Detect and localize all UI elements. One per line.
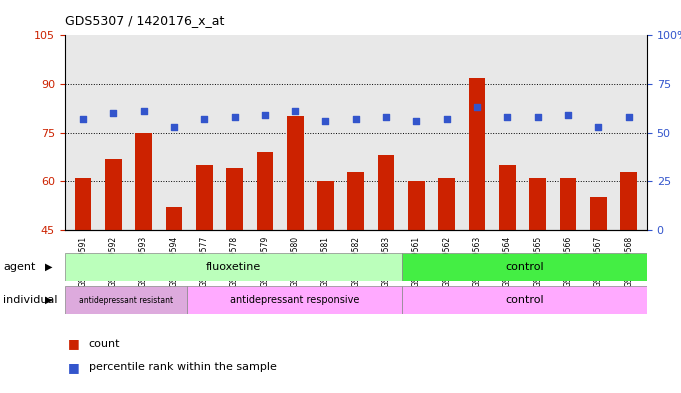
Bar	[402, 286, 647, 314]
Bar	[590, 197, 607, 230]
Bar	[439, 178, 455, 230]
Point	[350, 116, 361, 122]
Bar	[136, 132, 152, 230]
Bar	[408, 181, 425, 230]
Bar	[196, 165, 212, 230]
Bar	[499, 165, 516, 230]
Text: ■: ■	[68, 337, 80, 351]
Bar	[378, 155, 394, 230]
Text: antidepressant responsive: antidepressant responsive	[230, 295, 359, 305]
Bar	[257, 152, 273, 230]
Bar	[65, 286, 187, 314]
Bar	[347, 171, 364, 230]
Text: agent: agent	[3, 262, 36, 272]
Text: ■: ■	[68, 361, 80, 374]
Text: GDS5307 / 1420176_x_at: GDS5307 / 1420176_x_at	[65, 14, 224, 27]
Point	[472, 104, 483, 110]
Text: control: control	[505, 295, 543, 305]
Text: antidepressant resistant: antidepressant resistant	[79, 296, 173, 305]
Text: ▶: ▶	[45, 295, 53, 305]
Bar	[287, 116, 304, 230]
Bar	[402, 253, 647, 281]
Point	[411, 118, 422, 124]
Bar	[529, 178, 546, 230]
Point	[289, 108, 300, 114]
Point	[533, 114, 543, 120]
Point	[563, 112, 573, 118]
Text: count: count	[89, 339, 120, 349]
Text: ▶: ▶	[45, 262, 53, 272]
Point	[108, 110, 118, 116]
Text: fluoxetine: fluoxetine	[206, 262, 261, 272]
Point	[623, 114, 634, 120]
Point	[381, 114, 392, 120]
Point	[320, 118, 331, 124]
Bar	[74, 178, 91, 230]
Text: control: control	[505, 262, 543, 272]
Point	[502, 114, 513, 120]
Point	[441, 116, 452, 122]
Point	[138, 108, 149, 114]
Point	[168, 124, 179, 130]
Bar	[226, 168, 243, 230]
Point	[78, 116, 89, 122]
Bar	[560, 178, 576, 230]
Point	[229, 114, 240, 120]
Bar	[317, 181, 334, 230]
Text: percentile rank within the sample: percentile rank within the sample	[89, 362, 276, 373]
Point	[199, 116, 210, 122]
Bar	[469, 77, 486, 230]
Point	[259, 112, 270, 118]
Bar	[65, 253, 402, 281]
Text: individual: individual	[3, 295, 58, 305]
Bar	[105, 158, 121, 230]
Bar	[187, 286, 402, 314]
Bar	[165, 207, 183, 230]
Point	[593, 124, 604, 130]
Bar	[620, 171, 637, 230]
